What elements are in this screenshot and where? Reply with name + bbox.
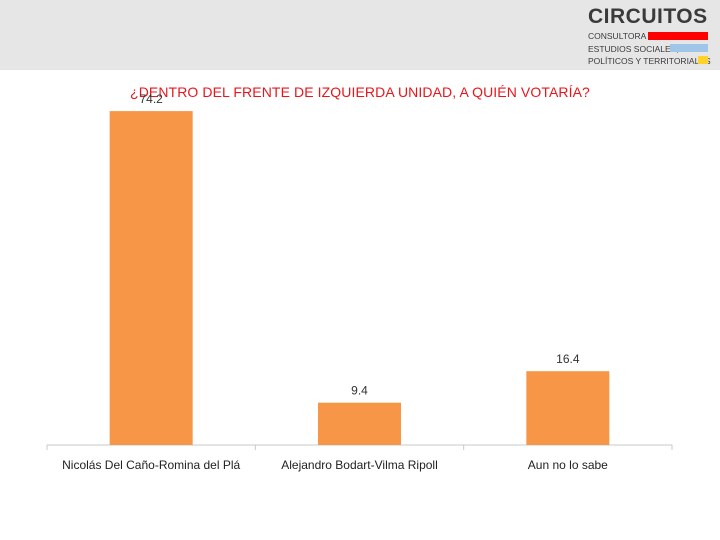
logo-line-1: CONSULTORA DE [588,31,660,41]
bar-3 [526,371,610,445]
chart-title: ¿DENTRO DEL FRENTE DE IZQUIERDA UNIDAD, … [130,84,590,100]
logo-line-2: ESTUDIOS SOCIALES, [588,44,679,54]
category-label-2: Alejandro Bodart-Vilma Ripoll [281,458,438,472]
logo-stripe-red [648,32,708,40]
logo-line-3: POLÍTICOS Y TERRITORIALES [588,56,711,66]
logo-title: CIRCUITOS [588,5,708,28]
data-label-2: 9.4 [351,384,368,398]
logo-stripe-blue [670,44,708,52]
data-label-3: 16.4 [556,352,580,366]
circuitos-logo: CIRCUITOS CONSULTORA DE ESTUDIOS SOCIALE… [588,5,714,67]
category-label-3: Aun no lo sabe [528,458,608,472]
header-band [0,0,720,70]
logo-stripe-yellow [698,56,708,64]
category-label-1: Nicolás Del Caño-Romina del Plá [62,458,240,472]
bar-2 [318,402,401,445]
bar-1 [109,111,193,445]
data-label-1: 74.2 [139,92,163,106]
